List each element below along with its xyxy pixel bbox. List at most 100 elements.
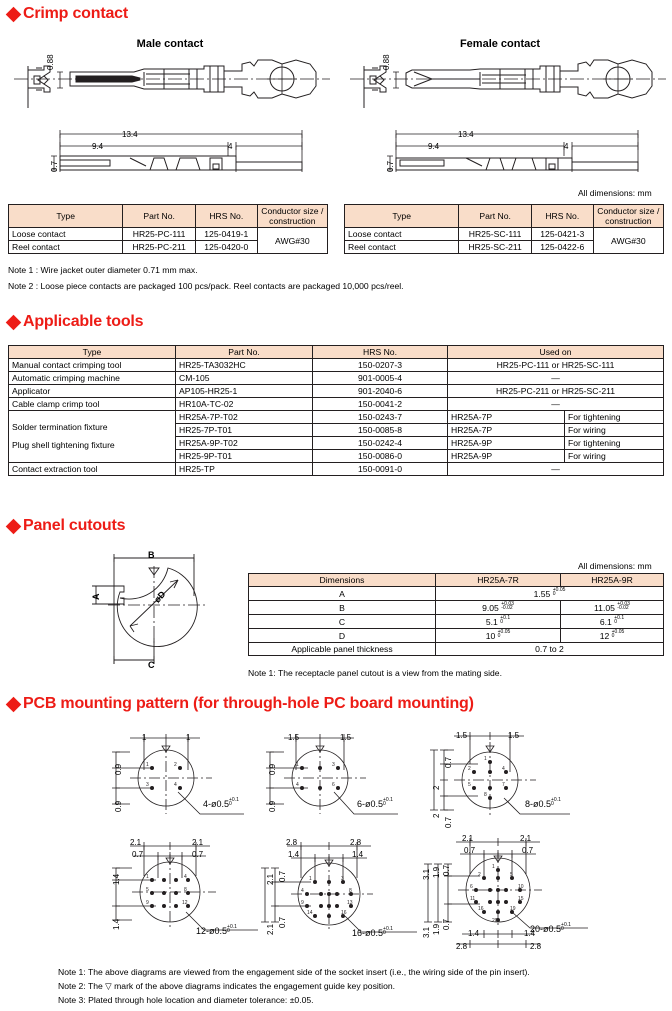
svg-text:1: 1 [492, 864, 495, 870]
table-row: Applicator AP105-HR25-1 901-2040-6 HR25-… [8, 384, 664, 398]
cell-purpose: For tightening [564, 436, 664, 450]
cell-conductor: AWG#30 [592, 227, 665, 254]
panel-cutout-dimensions-table: Dimensions HR25A-7R HR25A-9R A 1.55 +0.0… [248, 573, 664, 656]
table-header-row: Type Part No. HRS No. Conductor size / c… [7, 204, 329, 228]
pcb16-dim-left-2: 0.7 [278, 870, 287, 882]
callout-text: 8-ø0.5 [525, 799, 552, 809]
pcb-pattern-8pin-drawing: 1 2 4 5 7 8 [424, 728, 579, 828]
tol-upper: +0.1 [383, 926, 393, 932]
col-conductor-line1: Conductor size / [261, 206, 324, 216]
col-used-on: Used on [447, 345, 664, 359]
cell-hrs-no: 150-0085-8 [312, 423, 448, 437]
cell-part-no: HR25-SC-111 [458, 227, 532, 241]
section-title: Panel cutouts [23, 517, 126, 534]
svg-text:5: 5 [510, 872, 513, 878]
tol-upper: +0.1 [229, 797, 239, 803]
female-dim-thickness: 0.7 [386, 160, 395, 172]
svg-text:16: 16 [478, 906, 484, 912]
pcb8-dim-left-3: 2 [432, 813, 441, 818]
cell-part-no: HR25-TA3032HC [175, 358, 313, 372]
svg-text:20: 20 [492, 918, 498, 924]
cell-hrs-no: 150-0086-0 [312, 449, 448, 463]
tol-upper: +0.1 [561, 922, 571, 928]
pcb16-dim-top-4: 1.4 [352, 850, 364, 859]
cell-used-on: — [447, 371, 664, 385]
cell-part-no: AP105-HR25-1 [175, 384, 313, 398]
cell-hrs-no: 125-0420-0 [194, 240, 258, 254]
tol-lower: -0.02 [617, 605, 629, 611]
applicable-tools-table: Type Part No. HRS No. Used on Manual con… [8, 345, 664, 476]
panel-dim-label-c: C [148, 660, 155, 670]
col-conductor-line1: Conductor size / [597, 206, 660, 216]
tol-upper: +0.05 [552, 587, 566, 593]
cell-purpose: For tightening [564, 410, 664, 424]
male-dim-total: 13.4 [122, 130, 138, 139]
table-header-row: Type Part No. HRS No. Conductor size / c… [343, 204, 665, 228]
pcb4-dim-top-1: 1 [142, 733, 147, 742]
svg-text:1: 1 [146, 762, 149, 768]
callout-text: 16-ø0.5 [352, 928, 384, 938]
section-heading-crimp-contact: Crimp contact [5, 6, 128, 22]
crimp-note-2: Note 2 : Loose piece contacts are packag… [8, 281, 404, 291]
tol-lower: 0 [497, 633, 501, 639]
cell-part-no: HR25-PC-211 [122, 240, 196, 254]
svg-text:4: 4 [301, 888, 304, 894]
cell-type: Manual contact crimping tool [8, 358, 176, 372]
pcb16-dim-top-3: 1.4 [288, 850, 300, 859]
cell-used-on: HR25A-9P [447, 449, 565, 463]
section-title: PCB mounting pattern (for through-hole P… [23, 695, 474, 712]
female-contact-side-drawing [386, 126, 656, 176]
svg-text:10: 10 [518, 884, 524, 890]
pcb6-dim-top-1: 1.5 [288, 733, 300, 742]
col-hrs-no: HRS No. [312, 345, 448, 359]
cell-fixture-labels: Solder termination fixture Plug shell ti… [8, 410, 176, 463]
col-part-no: Part No. [458, 204, 532, 228]
cell-value-7r: 10 +0.05 0 [435, 628, 561, 643]
pcb8-dim-top-2: 1.5 [508, 731, 520, 740]
cell-type: Loose contact [7, 227, 124, 241]
svg-text:4: 4 [174, 782, 177, 788]
table-row: Manual contact crimping tool HR25-TA3032… [8, 358, 664, 372]
svg-text:8: 8 [349, 888, 352, 894]
pcb20-dim-left-3: 0.7 [442, 864, 451, 876]
tol-lower: 0 [551, 801, 554, 807]
cell-conductor: AWG#30 [256, 227, 329, 254]
svg-text:5: 5 [146, 887, 149, 893]
pcb16-dim-left-4: 0.7 [278, 916, 287, 928]
svg-text:14: 14 [307, 910, 313, 916]
cell-value-7r: 5.1 +0.1 0 [435, 614, 561, 629]
table-row: C 5.1 +0.1 0 6.1 +0.1 0 [248, 614, 664, 629]
pcb20-dim-left-2: 1.9 [432, 866, 441, 878]
male-dim-tail: 4 [228, 142, 233, 151]
male-dim-height: 0.88 [46, 54, 55, 70]
table-row: D 10 +0.05 0 12 +0.05 0 [248, 628, 664, 643]
svg-text:4: 4 [184, 874, 187, 880]
pcb20-dim-left-5: 1.9 [432, 923, 441, 935]
pcb-pattern-4pin-drawing: 1 2 3 4 [104, 730, 254, 825]
diamond-bullet-icon [5, 518, 22, 534]
svg-text:3: 3 [341, 876, 344, 882]
pcb20-dim-top-4: 0.7 [522, 846, 534, 855]
cell-hrs-no: 125-0421-3 [530, 227, 594, 241]
cell-used-on: HR25-PC-111 or HR25-SC-111 [447, 358, 664, 372]
all-dimensions-note-crimp: All dimensions: mm [578, 188, 652, 198]
callout-text: 6-ø0.5 [357, 799, 384, 809]
svg-text:8: 8 [484, 792, 487, 798]
pcb20-dim-top-1: 2.1 [462, 834, 474, 843]
pcb4-dim-left-2: 0.9 [114, 800, 123, 812]
svg-text:9: 9 [146, 900, 149, 906]
pcb-note-1: Note 1: The above diagrams are viewed fr… [58, 967, 530, 977]
cell-hrs-no: 150-0207-3 [312, 358, 448, 372]
table-row: Solder termination fixture Plug shell ti… [8, 410, 664, 463]
cell-dim: B [248, 600, 436, 615]
tol-lower: 0 [227, 928, 230, 934]
svg-text:9: 9 [301, 900, 304, 906]
cell-used-on: — [447, 462, 664, 476]
cell-value-9r: 12 +0.05 0 [560, 628, 664, 643]
pcb-pattern-6pin-drawing: 1 3 4 6 [258, 730, 408, 825]
col-type: Type [7, 204, 124, 228]
svg-text:6: 6 [470, 884, 473, 890]
cell-hrs-no: 901-2040-6 [312, 384, 448, 398]
